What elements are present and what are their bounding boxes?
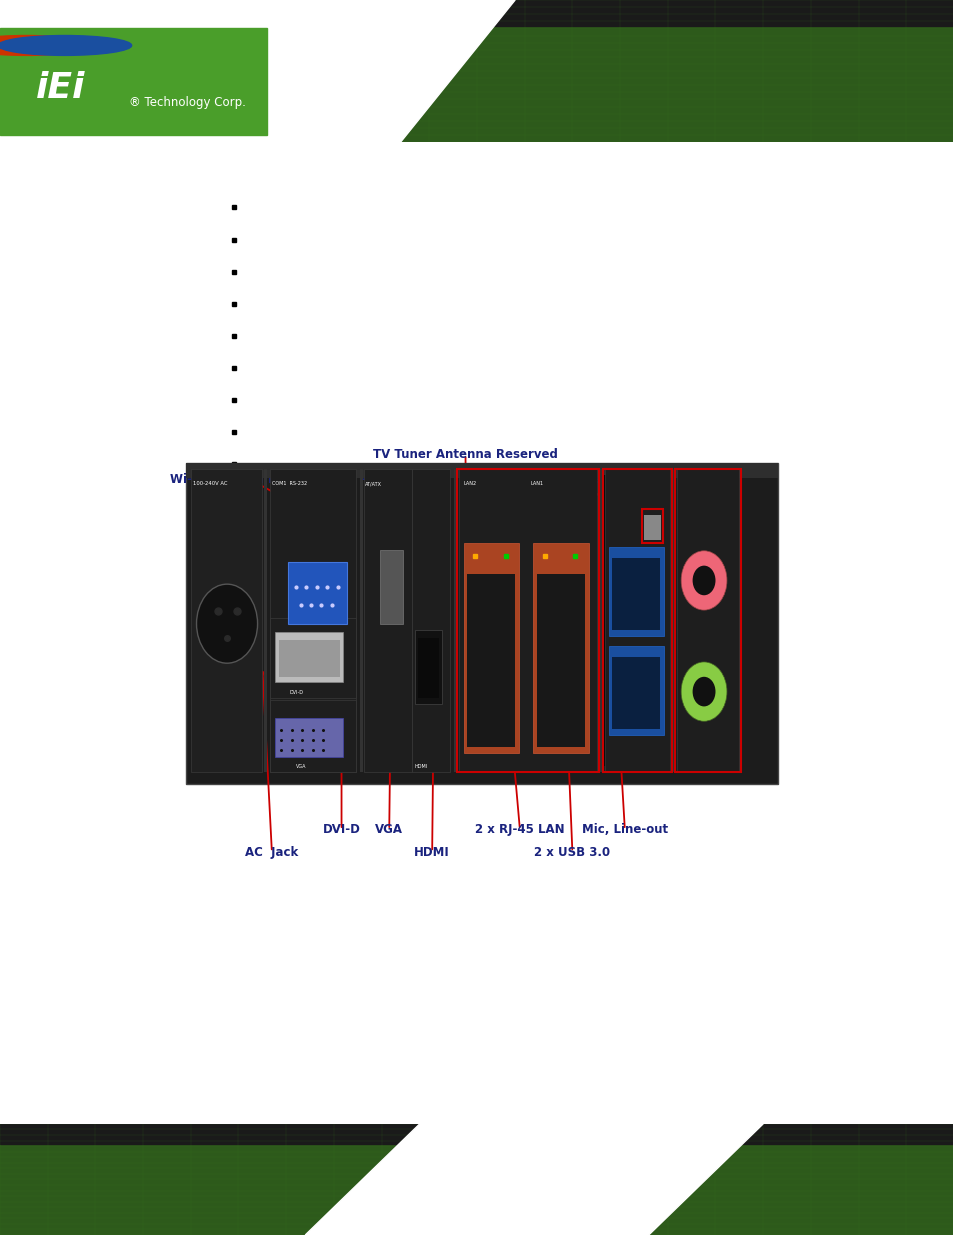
Circle shape xyxy=(680,662,726,721)
Bar xyxy=(412,469,450,772)
Text: ® Technology Corp.: ® Technology Corp. xyxy=(129,96,246,109)
Bar xyxy=(264,469,267,772)
Bar xyxy=(537,574,584,747)
Bar xyxy=(533,475,539,766)
Text: 100-240V AC: 100-240V AC xyxy=(193,482,227,487)
Bar xyxy=(270,700,355,772)
Bar xyxy=(533,543,588,753)
Bar xyxy=(493,475,499,766)
Bar xyxy=(573,475,579,766)
Bar xyxy=(608,646,663,735)
Bar xyxy=(519,475,526,766)
Bar xyxy=(604,469,669,772)
Bar xyxy=(467,574,515,747)
Bar xyxy=(586,475,593,766)
Bar xyxy=(0,0,953,26)
Circle shape xyxy=(0,36,93,56)
Bar xyxy=(0,1124,953,1144)
Bar xyxy=(458,469,597,772)
Text: DVI-D: DVI-D xyxy=(322,824,360,836)
Text: AC  Jack: AC Jack xyxy=(245,846,298,858)
Bar xyxy=(456,469,598,772)
Bar xyxy=(186,463,777,478)
Bar xyxy=(612,657,659,729)
Bar xyxy=(599,475,606,766)
Text: Wi-Fi Antenna Reserved: Wi-Fi Antenna Reserved xyxy=(170,473,330,485)
Text: VGA: VGA xyxy=(375,824,403,836)
Bar xyxy=(415,630,441,704)
Bar xyxy=(186,463,777,784)
Bar xyxy=(463,543,518,753)
Text: AT/ATX switch: AT/ATX switch xyxy=(480,473,574,485)
Polygon shape xyxy=(305,1124,762,1235)
Bar xyxy=(672,469,675,772)
Bar xyxy=(602,469,671,772)
Bar xyxy=(675,469,740,772)
Bar xyxy=(274,718,343,757)
Bar xyxy=(379,550,402,624)
Text: TV Tuner Antenna Reserved: TV Tuner Antenna Reserved xyxy=(373,448,558,461)
Text: 2 x RJ-45 LAN: 2 x RJ-45 LAN xyxy=(475,824,564,836)
Bar xyxy=(270,469,355,772)
Bar xyxy=(417,638,438,698)
Text: HDMI: HDMI xyxy=(414,846,450,858)
Bar xyxy=(612,558,659,630)
Bar xyxy=(359,469,362,772)
Circle shape xyxy=(680,551,726,610)
Bar xyxy=(454,469,456,772)
Bar xyxy=(270,618,355,698)
Text: LAN2: LAN2 xyxy=(463,482,476,487)
Bar xyxy=(274,632,343,682)
Text: DVI-D: DVI-D xyxy=(289,690,303,695)
Bar xyxy=(599,469,602,772)
Circle shape xyxy=(196,584,257,663)
Bar xyxy=(641,509,662,543)
Bar xyxy=(559,475,566,766)
Circle shape xyxy=(0,36,132,56)
Text: COM1  RS-232: COM1 RS-232 xyxy=(272,482,307,487)
Text: AT/ATX: AT/ATX xyxy=(365,482,382,487)
Bar xyxy=(677,469,739,772)
Bar xyxy=(0,28,267,135)
Circle shape xyxy=(692,677,715,706)
Bar xyxy=(613,475,619,766)
Polygon shape xyxy=(0,0,515,142)
Bar xyxy=(608,547,663,636)
Text: HDMI: HDMI xyxy=(414,764,427,769)
Bar xyxy=(506,475,513,766)
Bar xyxy=(364,469,412,772)
Text: iEi: iEi xyxy=(36,72,86,105)
Bar xyxy=(643,515,660,540)
Bar xyxy=(546,475,553,766)
Text: Reset Button: Reset Button xyxy=(570,473,656,485)
Text: VGA: VGA xyxy=(295,764,306,769)
Text: RS-232(COM1): RS-232(COM1) xyxy=(338,471,434,483)
Text: Mic, Line-out: Mic, Line-out xyxy=(581,824,667,836)
Circle shape xyxy=(692,566,715,595)
Bar xyxy=(191,469,262,772)
Bar xyxy=(288,562,347,624)
Bar xyxy=(278,640,339,677)
Text: 2 x USB 3.0: 2 x USB 3.0 xyxy=(534,846,610,858)
Text: LAN1: LAN1 xyxy=(530,482,543,487)
